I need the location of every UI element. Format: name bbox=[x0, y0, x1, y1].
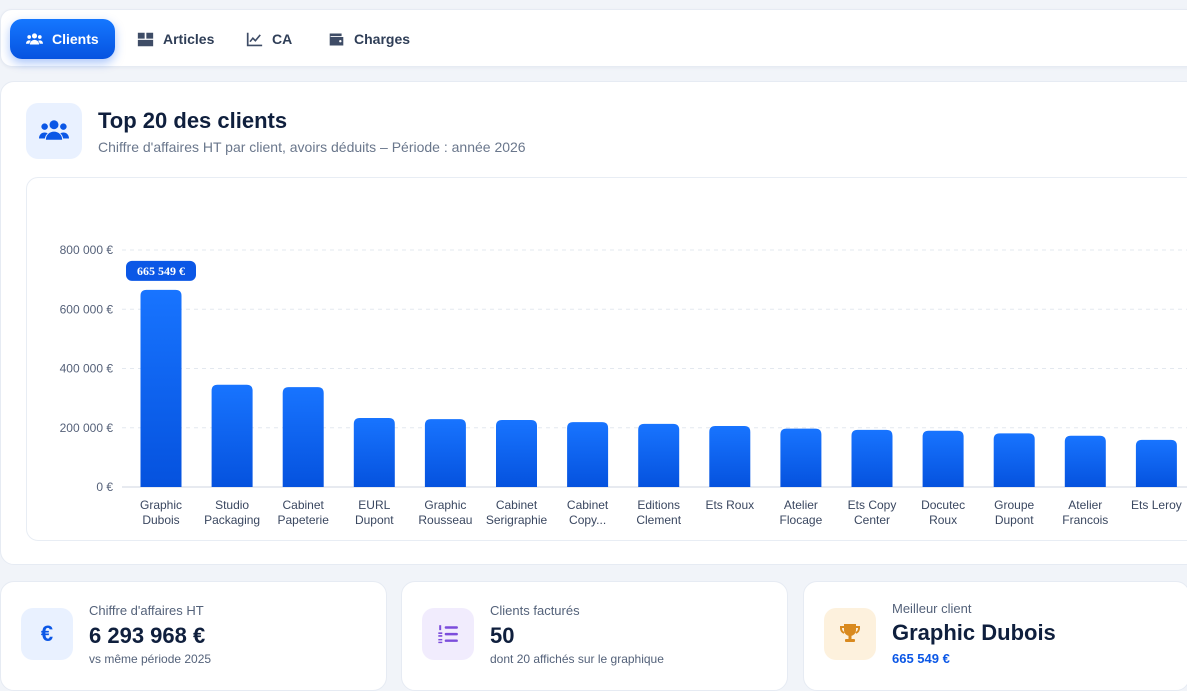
x-tick-label: Papeterie bbox=[278, 513, 330, 527]
users-icon bbox=[26, 32, 43, 44]
kpi-note: 665 549 € bbox=[892, 651, 950, 666]
tab-label: Articles bbox=[163, 31, 215, 47]
x-tick-label: Dupont bbox=[355, 513, 394, 527]
euro-icon: € bbox=[21, 608, 73, 660]
value-badge bbox=[126, 260, 196, 281]
x-tick-label: Dubois bbox=[142, 513, 179, 527]
tab-bar: Clients Articles CA Charges bbox=[0, 9, 1187, 67]
x-tick-label: EURL bbox=[358, 498, 390, 512]
tab-charges[interactable]: Charges bbox=[312, 19, 426, 59]
tab-articles[interactable]: Articles bbox=[121, 19, 230, 59]
x-tick-label: Clement bbox=[636, 513, 681, 527]
bar bbox=[780, 428, 822, 487]
x-tick-label: Ets Roux bbox=[705, 498, 754, 512]
box-icon bbox=[137, 32, 154, 46]
tab-ca[interactable]: CA bbox=[230, 19, 308, 59]
kpi-note: dont 20 affichés sur le graphique bbox=[490, 652, 664, 666]
users-icon bbox=[39, 120, 69, 140]
chart-container: 0 € 200 000 € 400 000 € 600 000 € 800 000 € G… bbox=[26, 177, 1187, 541]
x-tick-label: Dupont bbox=[995, 513, 1034, 527]
panel-subtitle: Chiffre d'affaires HT par client, avoirs… bbox=[98, 139, 526, 155]
y-tick-label: 400 000 € bbox=[60, 362, 114, 376]
bar bbox=[638, 423, 680, 487]
x-tick-label: Roux bbox=[929, 513, 957, 527]
panel-title: Top 20 des clients bbox=[98, 108, 288, 133]
kpi-label: Chiffre d'affaires HT bbox=[89, 603, 204, 618]
x-tick-label: Copy... bbox=[569, 513, 606, 527]
bar bbox=[567, 422, 609, 487]
kpi-value: 50 bbox=[490, 623, 515, 648]
bar bbox=[1064, 435, 1106, 487]
x-tick-label: Graphic bbox=[424, 498, 466, 512]
kpi-card-revenue: € Chiffre d'affaires HT 6 293 968 € vs m… bbox=[0, 581, 387, 691]
kpi-note: vs même période 2025 bbox=[89, 652, 212, 666]
y-tick-label: 800 000 € bbox=[60, 243, 114, 257]
bar bbox=[282, 387, 324, 487]
tab-label: Charges bbox=[354, 31, 411, 47]
bar bbox=[851, 429, 893, 487]
x-tick-label: Atelier bbox=[1068, 498, 1102, 512]
x-tick-label: Ets Copy bbox=[848, 498, 897, 512]
x-tick-label: Studio bbox=[215, 498, 249, 512]
bar bbox=[424, 419, 466, 487]
x-tick-label: Francois bbox=[1062, 513, 1108, 527]
bar bbox=[993, 433, 1035, 487]
value-badge-label: 665 549 € bbox=[137, 264, 185, 278]
bar bbox=[211, 384, 253, 487]
x-tick-label: Center bbox=[854, 513, 890, 527]
x-tick-label: Serigraphie bbox=[486, 513, 548, 527]
x-tick-label: Packaging bbox=[204, 513, 260, 527]
bar bbox=[709, 425, 751, 487]
line-chart-icon bbox=[246, 32, 263, 46]
bar-chart: 0 € 200 000 € 400 000 € 600 000 € 800 000 € G… bbox=[60, 243, 1187, 527]
x-tick-label: Cabinet bbox=[283, 498, 325, 512]
x-tick-label: Editions bbox=[637, 498, 680, 512]
x-tick-label: Flocage bbox=[780, 513, 823, 527]
x-tick-label: Cabinet bbox=[496, 498, 538, 512]
bar bbox=[1135, 439, 1177, 487]
x-tick-label: Atelier bbox=[784, 498, 818, 512]
tab-label: Clients bbox=[52, 31, 99, 47]
trophy-icon bbox=[824, 608, 876, 660]
bar bbox=[140, 289, 182, 487]
kpi-value: Graphic Dubois bbox=[892, 620, 1056, 645]
x-tick-label: Cabinet bbox=[567, 498, 609, 512]
kpi-value: 6 293 968 € bbox=[89, 623, 206, 648]
kpi-label: Meilleur client bbox=[892, 601, 972, 616]
bar bbox=[353, 417, 395, 487]
top-clients-panel: Top 20 des clients Chiffre d'affaires HT… bbox=[0, 81, 1187, 565]
x-tick-label: Ets Leroy bbox=[1131, 498, 1182, 512]
ordered-list-icon bbox=[422, 608, 474, 660]
x-tick-label: Graphic bbox=[140, 498, 182, 512]
tab-clients[interactable]: Clients bbox=[10, 19, 115, 59]
wallet-icon bbox=[329, 33, 344, 45]
kpi-card-best-client: Meilleur client Graphic Dubois 665 549 € bbox=[803, 581, 1187, 691]
y-tick-label: 600 000 € bbox=[60, 302, 114, 316]
x-tick-label: Groupe bbox=[994, 498, 1034, 512]
x-tick-label: Docutec bbox=[921, 498, 965, 512]
kpi-label: Clients facturés bbox=[490, 603, 580, 618]
x-tick-label: Rousseau bbox=[418, 513, 472, 527]
panel-icon-box bbox=[26, 103, 82, 159]
bar bbox=[496, 420, 537, 487]
tab-label: CA bbox=[272, 31, 293, 47]
kpi-card-clients: Clients facturés 50 dont 20 affichés sur… bbox=[401, 581, 788, 691]
bar bbox=[922, 430, 964, 487]
y-tick-label: 200 000 € bbox=[60, 421, 114, 435]
y-tick-label: 0 € bbox=[96, 480, 113, 494]
